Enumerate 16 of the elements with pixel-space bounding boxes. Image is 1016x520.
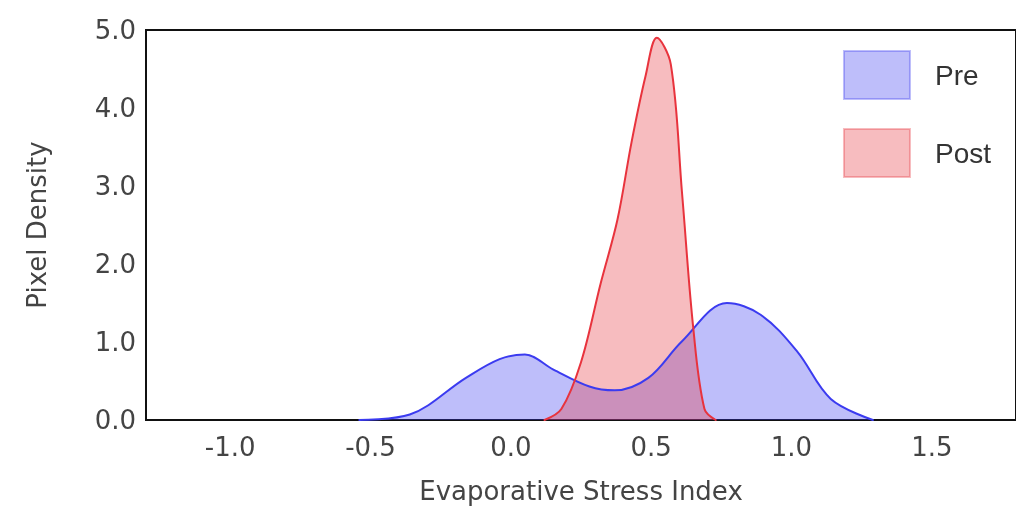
x-axis-title: Evaporative Stress Index bbox=[419, 476, 743, 506]
x-tick-label: 0.0 bbox=[490, 432, 532, 462]
legend-label: Post bbox=[934, 137, 992, 169]
x-tick-label: -0.5 bbox=[345, 432, 396, 462]
x-tick-label: -1.0 bbox=[204, 432, 256, 462]
y-tick-label: 1.0 bbox=[94, 327, 136, 357]
x-tick-label: 1.0 bbox=[770, 432, 813, 462]
legend-label: Pre bbox=[934, 59, 979, 91]
y-tick-label: 5.0 bbox=[94, 15, 136, 45]
y-tick-label: 2.0 bbox=[94, 249, 136, 279]
x-tick-label: 0.5 bbox=[630, 432, 672, 462]
y-tick-label: 3.0 bbox=[94, 171, 136, 201]
y-axis-title: Pixel Density bbox=[22, 141, 52, 309]
y-tick-label: 0.0 bbox=[94, 405, 136, 435]
x-tick-label: 1.5 bbox=[911, 432, 953, 462]
y-tick-label: 4.0 bbox=[94, 93, 136, 123]
